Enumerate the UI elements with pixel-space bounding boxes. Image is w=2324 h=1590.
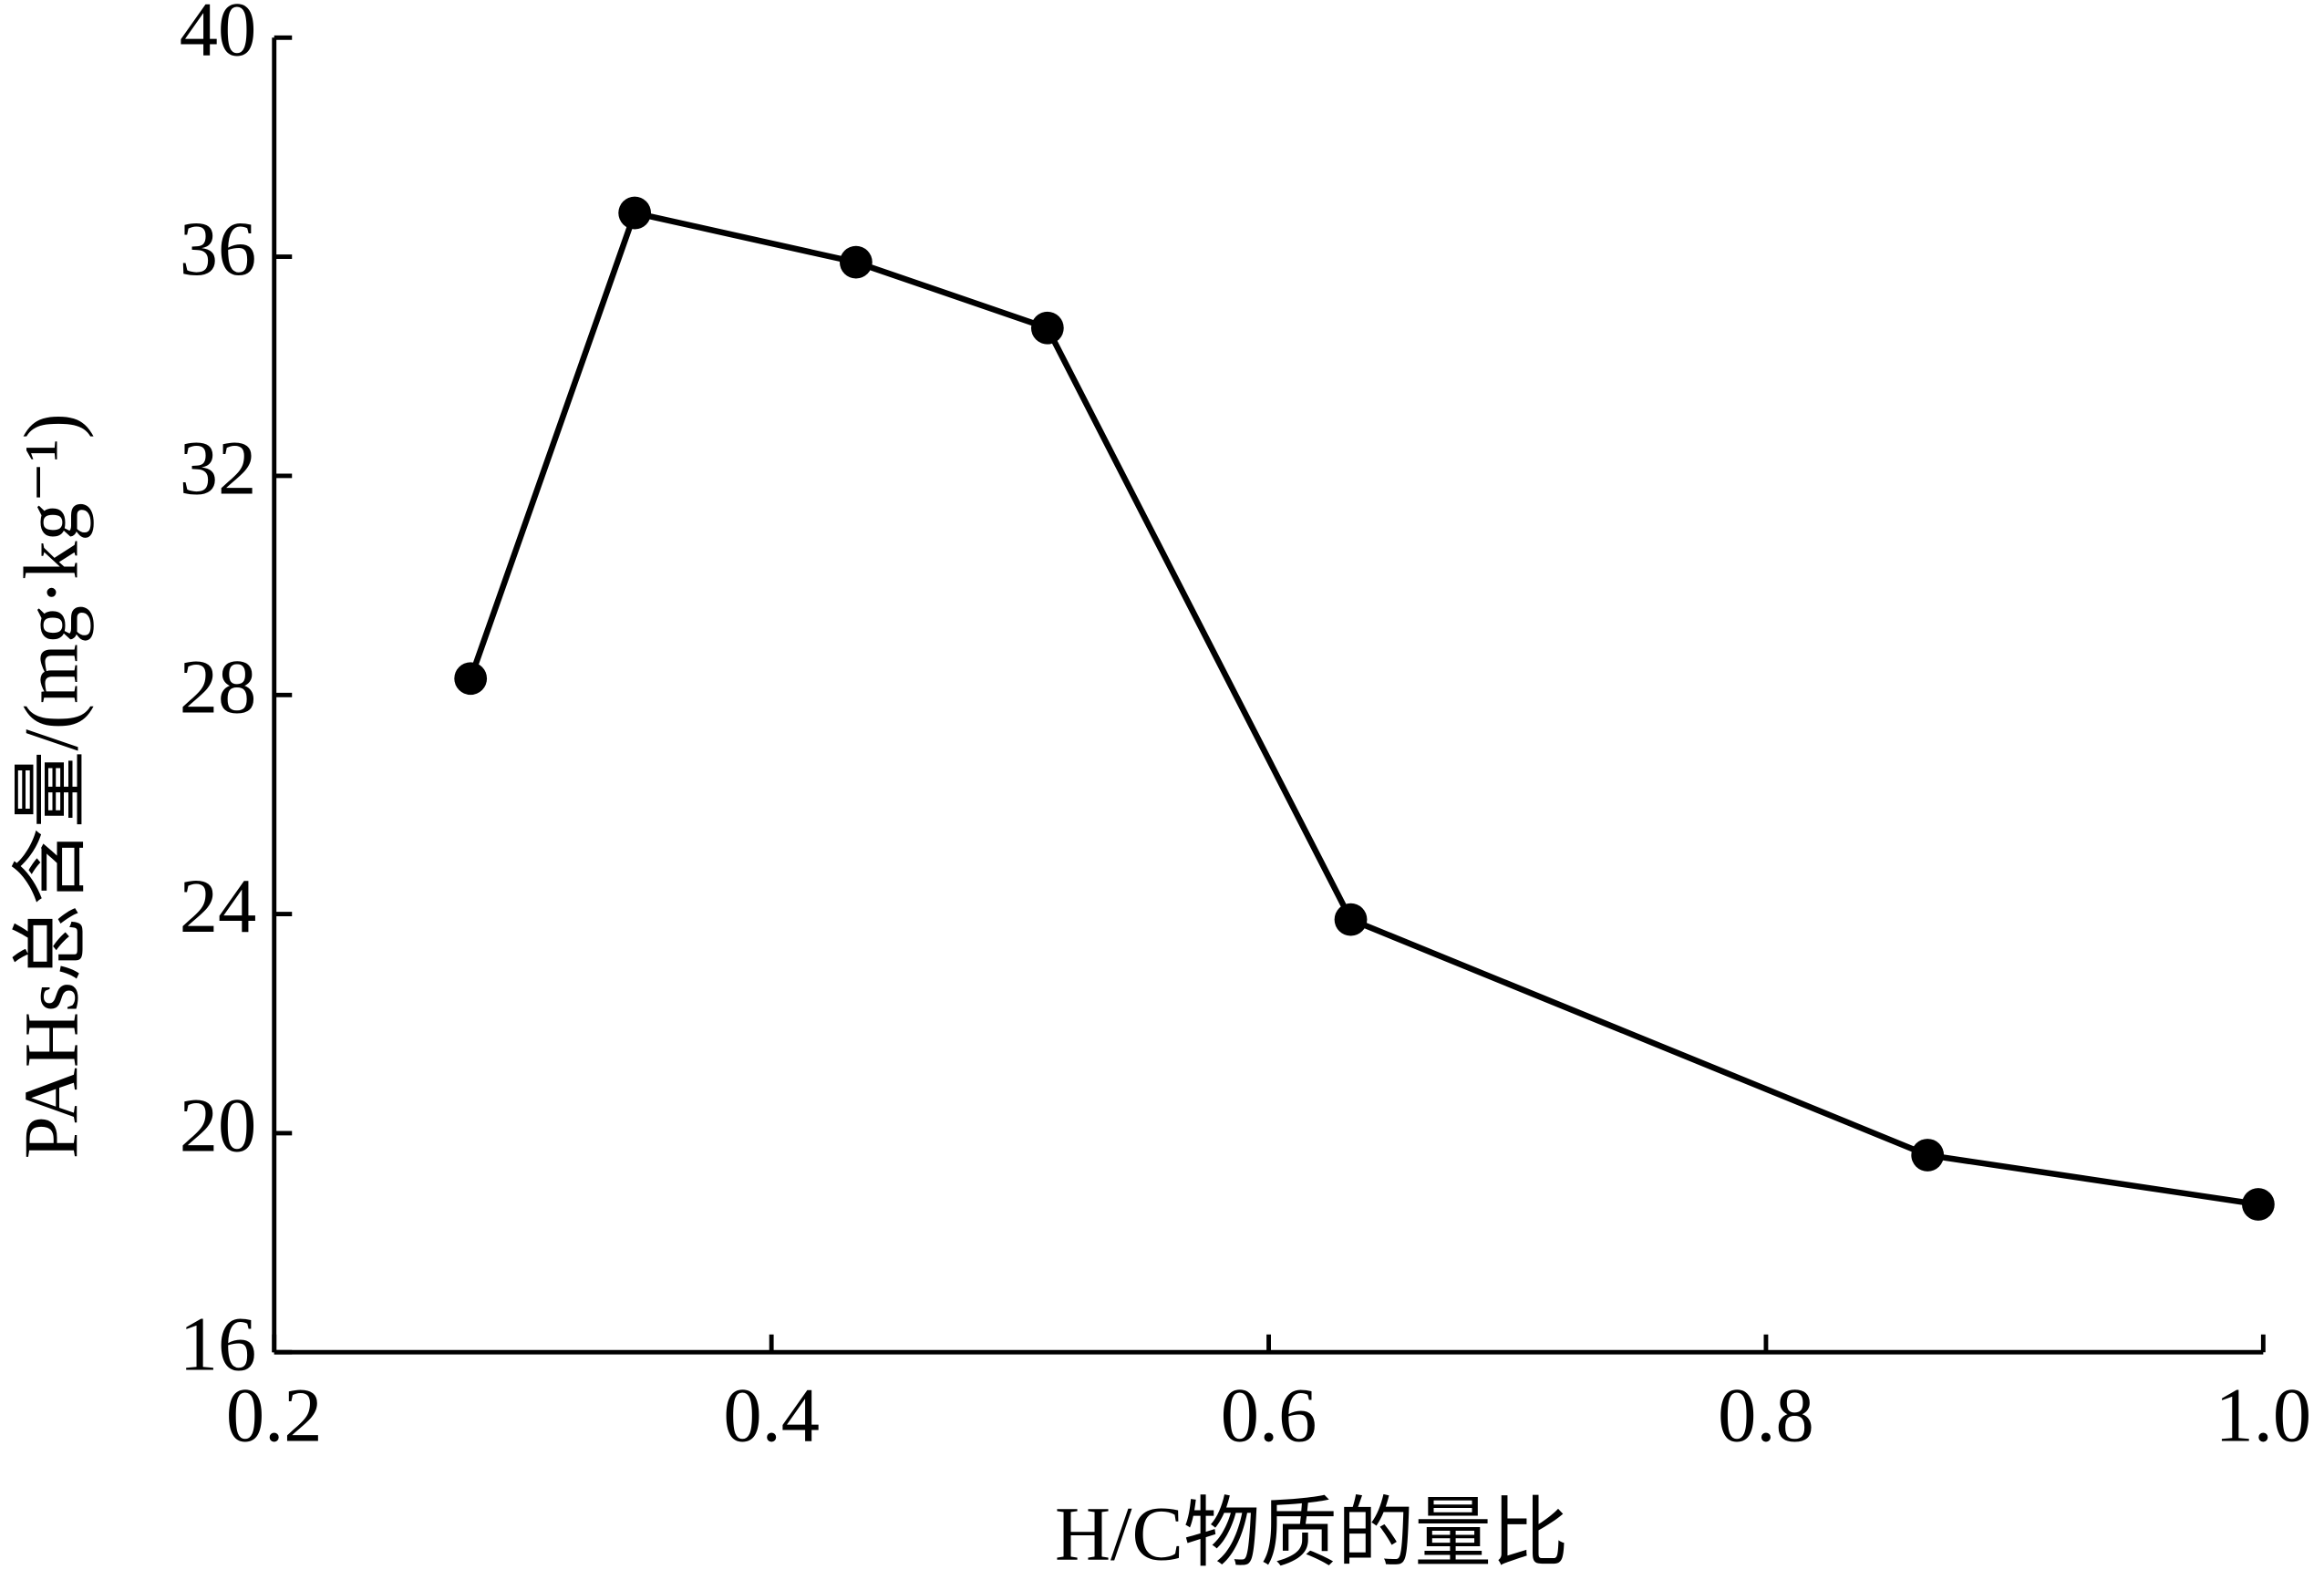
x-tick-label: 0.8 <box>1718 1374 1814 1459</box>
y-tick-label: 36 <box>180 207 257 292</box>
y-tick-label: 28 <box>180 645 257 730</box>
y-tick-label: 20 <box>180 1083 257 1168</box>
marker <box>1911 1139 1945 1172</box>
y-tick-label: 40 <box>180 0 257 73</box>
x-axis-label: H/C物质的量比 <box>1055 1492 1568 1577</box>
y-tick-label: 32 <box>180 426 257 511</box>
x-tick-label: 1.0 <box>2216 1374 2312 1459</box>
y-tick-label: 24 <box>180 864 257 949</box>
y-tick-label: 16 <box>180 1303 257 1388</box>
line <box>468 209 2259 1208</box>
y-axis-label: PAHs总含量/(mg·kg⁻¹) <box>9 413 94 1159</box>
x-tick-label: 0.2 <box>226 1374 323 1459</box>
marker <box>1030 311 1064 345</box>
marker <box>1334 903 1368 936</box>
x-tick-label: 0.6 <box>1221 1374 1317 1459</box>
marker <box>2242 1188 2275 1221</box>
marker <box>618 196 652 230</box>
marker <box>839 245 873 279</box>
marker <box>454 662 488 696</box>
x-tick-label: 0.4 <box>723 1374 820 1459</box>
